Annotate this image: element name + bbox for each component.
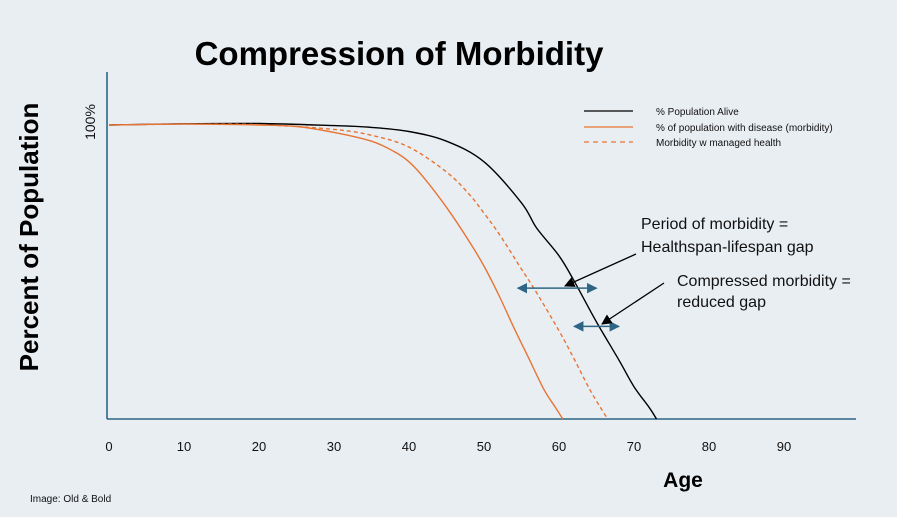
annotation-morbidity-line2: Healthspan-lifespan gap bbox=[641, 239, 814, 256]
x-tick-20: 20 bbox=[252, 439, 266, 454]
x-tick-40: 40 bbox=[402, 439, 416, 454]
x-tick-50: 50 bbox=[477, 439, 491, 454]
annotation-morbidity-gap: Period of morbidity = Healthspan-lifespa… bbox=[564, 216, 814, 287]
chart-title: Compression of Morbidity bbox=[195, 35, 604, 72]
x-tick-70: 70 bbox=[627, 439, 641, 454]
legend-label-managed: Morbidity w managed health bbox=[656, 138, 781, 149]
gap-arrows bbox=[516, 282, 621, 332]
y-axis-label: Percent of Population bbox=[14, 103, 44, 372]
annotation-compressed-pointer bbox=[601, 282, 665, 325]
x-tick-0: 0 bbox=[105, 439, 112, 454]
series-line-alive bbox=[108, 122, 658, 420]
x-tick-30: 30 bbox=[327, 439, 341, 454]
y-tick-label: 100% bbox=[82, 104, 98, 140]
annotation-morbidity-pointer bbox=[564, 253, 637, 287]
image-credit: Image: Old & Bold bbox=[30, 494, 111, 505]
legend: % Population Alive % of population with … bbox=[584, 107, 833, 149]
x-tick-90: 90 bbox=[777, 439, 791, 454]
legend-label-morbidity: % of population with disease (morbidity) bbox=[656, 123, 833, 134]
x-tick-60: 60 bbox=[552, 439, 566, 454]
x-axis-label: Age bbox=[663, 469, 703, 492]
x-tick-10: 10 bbox=[177, 439, 191, 454]
annotation-compressed-line2: reduced gap bbox=[677, 294, 766, 311]
annotation-morbidity-line1: Period of morbidity = bbox=[641, 216, 788, 233]
x-tick-labels: 0 10 20 30 40 50 60 70 80 90 bbox=[105, 439, 791, 454]
annotation-compressed-gap: Compressed morbidity = reduced gap bbox=[601, 273, 851, 325]
series-line-morbidity bbox=[108, 123, 564, 420]
series-line-managed bbox=[108, 123, 609, 420]
legend-label-alive: % Population Alive bbox=[656, 107, 739, 118]
series-lines bbox=[108, 122, 658, 420]
annotation-compressed-line1: Compressed morbidity = bbox=[677, 273, 851, 290]
x-tick-80: 80 bbox=[702, 439, 716, 454]
